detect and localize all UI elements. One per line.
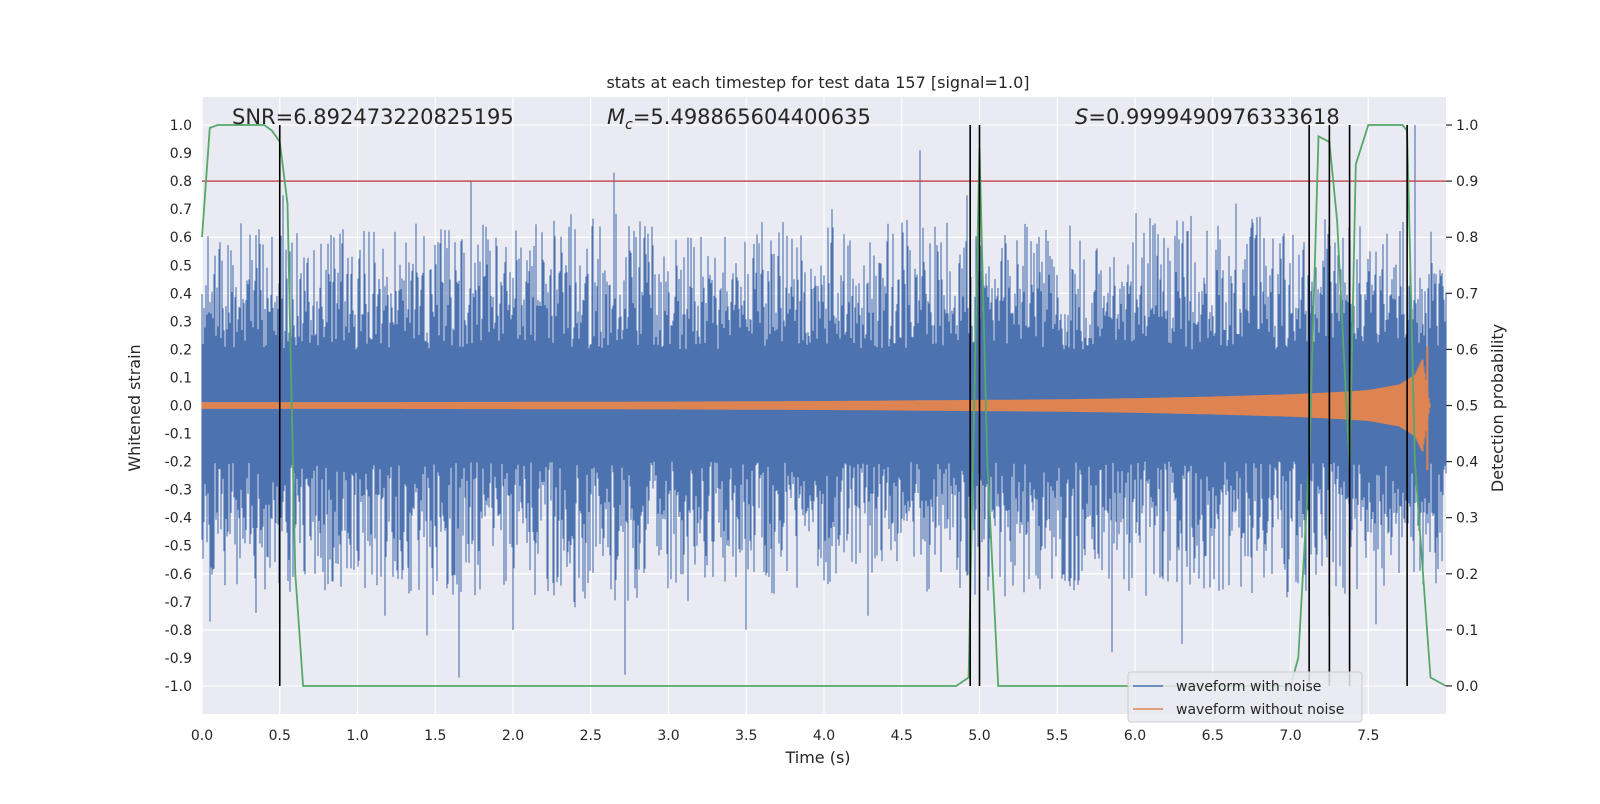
x-tick-label: 5.5 xyxy=(1046,728,1068,744)
y-tick-label: -0.2 xyxy=(165,455,192,471)
y-tick-label: 0.5 xyxy=(170,258,192,274)
y-tick-label: -0.6 xyxy=(165,567,192,583)
x-tick-label: 0.5 xyxy=(269,728,291,744)
y-axis-ticks: 1.0 0.9 0.8 0.7 0.6 0.5 0.4 0.3 0.2 0.1 0.0 -0.1 -0.… xyxy=(165,118,192,695)
y-tick-label: -0.5 xyxy=(165,539,192,555)
x-tick-label: 3.0 xyxy=(657,728,679,744)
y-tick-label: 0.4 xyxy=(170,286,192,302)
chirp-mass-annotation: Mc=5.498865604400635 xyxy=(607,105,871,133)
legend-label-clean: waveform without noise xyxy=(1176,702,1344,718)
x-tick-label: 7.5 xyxy=(1357,728,1379,744)
chirp-mass-symbol: M xyxy=(607,105,625,129)
x-tick-label: 7.0 xyxy=(1279,728,1301,744)
y-tick-label: -0.7 xyxy=(165,595,192,611)
y2-tick-label: 1.0 xyxy=(1456,118,1478,134)
y-tick-label: 0.7 xyxy=(170,202,192,218)
y-tick-label: 0.8 xyxy=(170,174,192,190)
y-tick-label: -0.1 xyxy=(165,427,192,443)
x-tick-label: 3.5 xyxy=(735,728,757,744)
x-tick-label: 4.0 xyxy=(813,728,835,744)
vertical-markers xyxy=(278,125,1408,686)
y2-tick-label: 0.9 xyxy=(1456,174,1478,190)
y-tick-label: -0.4 xyxy=(165,511,192,527)
y-tick-label: 0.3 xyxy=(170,314,192,330)
x-axis-ticks: 0.0 0.5 1.0 1.5 2.0 2.5 3.0 3.5 4.0 4.5 5.0 5.5 6.0 6… xyxy=(191,728,1380,744)
x-tick-label: 1.5 xyxy=(424,728,446,744)
y2-tick-label: 0.3 xyxy=(1456,511,1478,527)
snr-annotation: SNR=6.892473220825195 xyxy=(232,105,514,129)
y2-tick-label: 0.6 xyxy=(1456,342,1478,358)
y-tick-label: 0.9 xyxy=(170,146,192,162)
x-tick-label: 4.5 xyxy=(891,728,913,744)
x-tick-label: 6.0 xyxy=(1124,728,1146,744)
y-tick-label: -0.3 xyxy=(165,483,192,499)
y2-tick-label: 0.0 xyxy=(1456,679,1478,695)
score-value: =0.9999490976333618 xyxy=(1088,105,1339,129)
y-tick-label: 0.1 xyxy=(170,370,192,386)
x-tick-label: 6.5 xyxy=(1202,728,1224,744)
legend-label-noise: waveform with noise xyxy=(1176,679,1321,695)
clean-waveform-trace xyxy=(201,359,1431,452)
y-tick-label: -0.9 xyxy=(165,651,192,667)
y-tick-label: -0.8 xyxy=(165,623,192,639)
y-tick-label: 0.6 xyxy=(170,230,192,246)
y2-tick-label: 0.2 xyxy=(1456,567,1478,583)
y-axis-label: Whitened strain xyxy=(125,344,144,471)
legend-box xyxy=(1127,671,1363,723)
x-tick-label: 1.0 xyxy=(346,728,368,744)
y-tick-label: 1.0 xyxy=(170,118,192,134)
x-tick-label: 2.5 xyxy=(580,728,602,744)
x-tick-label: 0.0 xyxy=(191,728,213,744)
y-tick-label: -1.0 xyxy=(165,679,192,695)
y-tick-label: 0.0 xyxy=(170,399,192,415)
y2-tick-label: 0.4 xyxy=(1456,455,1478,471)
x-tick-label: 2.0 xyxy=(502,728,524,744)
legend: waveform with noise waveform without noi… xyxy=(1127,671,1363,723)
x-axis-label: Time (s) xyxy=(784,748,850,767)
score-annotation: S=0.9999490976333618 xyxy=(1075,105,1340,129)
y2-tick-label: 0.1 xyxy=(1456,623,1478,639)
chirp-mass-subscript: c xyxy=(625,117,633,133)
y2-tick-label: 0.7 xyxy=(1456,286,1478,302)
chart-title: stats at each timestep for test data 157… xyxy=(606,73,1029,92)
y2-axis-ticks: 1.0 0.9 0.8 0.7 0.6 0.5 0.4 0.3 0.2 0.1 0.0 xyxy=(1446,118,1478,695)
y-tick-label: 0.2 xyxy=(170,342,192,358)
x-tick-label: 5.0 xyxy=(968,728,990,744)
chirp-mass-value: =5.498865604400635 xyxy=(633,105,871,129)
y2-axis-label: Detection probability xyxy=(1488,324,1507,492)
y2-tick-label: 0.5 xyxy=(1456,399,1478,415)
score-symbol: S xyxy=(1075,105,1088,129)
waveform-without-noise-series xyxy=(201,346,1431,471)
y2-tick-label: 0.8 xyxy=(1456,230,1478,246)
